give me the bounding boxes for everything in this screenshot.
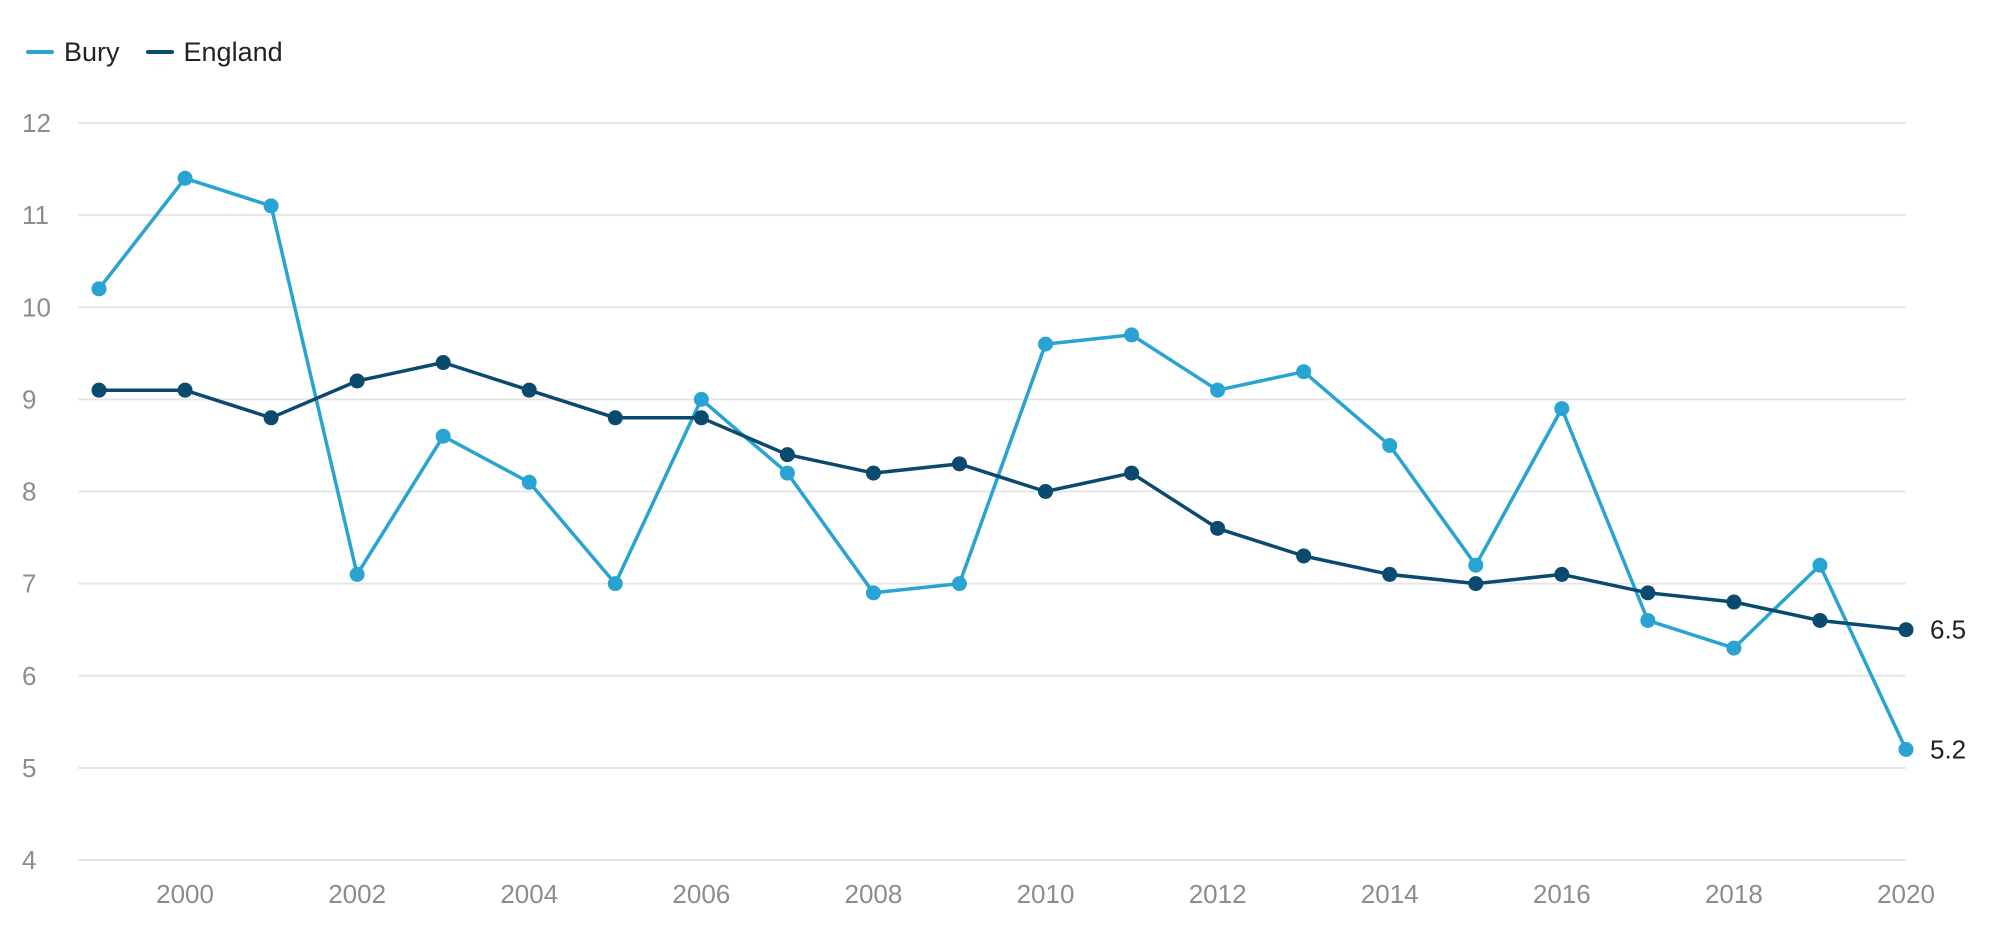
data-point-england[interactable] — [865, 465, 881, 481]
x-tick-label: 2006 — [672, 879, 730, 909]
data-point-england[interactable] — [1554, 566, 1570, 582]
y-axis: 4 5 6 7 8 9 10 11 12 — [22, 108, 51, 875]
data-point-bury[interactable] — [951, 576, 967, 592]
data-point-england[interactable] — [607, 410, 623, 426]
y-tick-label: 5 — [22, 753, 36, 783]
legend-swatch-bury — [26, 50, 54, 54]
data-point-bury[interactable] — [521, 474, 537, 490]
data-point-bury[interactable] — [1382, 437, 1398, 453]
data-point-bury[interactable] — [865, 585, 881, 601]
x-tick-label: 2018 — [1705, 879, 1763, 909]
data-point-bury[interactable] — [1898, 741, 1914, 757]
series-england — [91, 355, 1914, 638]
x-tick-label: 2008 — [845, 879, 903, 909]
data-point-england[interactable] — [349, 373, 365, 389]
end-label-bury: 5.2 — [1930, 734, 1966, 764]
series-line-england — [97, 360, 1908, 632]
data-point-bury[interactable] — [607, 576, 623, 592]
data-point-england[interactable] — [521, 382, 537, 398]
legend-label-england: England — [183, 36, 283, 67]
data-point-england[interactable] — [1038, 484, 1054, 499]
data-point-bury[interactable] — [91, 281, 107, 297]
y-tick-label: 8 — [22, 477, 36, 507]
data-point-bury[interactable] — [779, 465, 795, 481]
data-point-england[interactable] — [1124, 465, 1140, 481]
x-tick-label: 2020 — [1877, 879, 1935, 909]
data-point-england[interactable] — [1726, 594, 1742, 610]
x-tick-label: 2016 — [1533, 879, 1591, 909]
series-bury — [91, 170, 1914, 757]
data-point-bury[interactable] — [1640, 612, 1656, 628]
data-point-bury[interactable] — [435, 428, 451, 444]
data-point-england[interactable] — [263, 410, 279, 426]
data-point-england[interactable] — [177, 382, 193, 398]
x-tick-label: 2010 — [1017, 879, 1075, 909]
y-tick-label: 4 — [22, 845, 36, 875]
data-point-bury[interactable] — [1038, 336, 1054, 352]
data-point-england[interactable] — [1468, 576, 1484, 592]
data-point-bury[interactable] — [1468, 557, 1484, 573]
data-point-bury[interactable] — [1210, 382, 1226, 398]
legend-item-bury[interactable]: Bury — [26, 37, 120, 68]
data-point-bury[interactable] — [1554, 401, 1570, 417]
data-point-england[interactable] — [1640, 585, 1656, 601]
legend-item-england[interactable]: England — [145, 36, 283, 68]
legend-swatch-england — [145, 50, 174, 54]
legend-label-bury: Bury — [64, 36, 120, 67]
data-point-england[interactable] — [1382, 566, 1398, 582]
data-point-england[interactable] — [435, 355, 451, 371]
data-point-england[interactable] — [779, 447, 795, 463]
x-tick-label: 2014 — [1361, 879, 1419, 909]
y-tick-label: 11 — [22, 200, 49, 230]
x-tick-label: 2000 — [156, 879, 214, 909]
data-point-bury[interactable] — [177, 170, 193, 186]
data-point-england[interactable] — [91, 382, 107, 398]
x-tick-label: 2012 — [1189, 879, 1247, 909]
data-point-bury[interactable] — [1124, 327, 1140, 343]
chart-legend: Bury England — [26, 34, 283, 70]
y-tick-label: 6 — [22, 661, 36, 691]
data-point-bury[interactable] — [1812, 557, 1828, 573]
series-line-bury — [97, 176, 1908, 752]
x-tick-label: 2002 — [328, 879, 386, 909]
data-point-england[interactable] — [1812, 612, 1828, 628]
data-point-bury[interactable] — [263, 198, 279, 214]
series-group — [91, 170, 1914, 757]
data-point-england[interactable] — [951, 456, 967, 472]
y-tick-label: 7 — [22, 569, 36, 599]
y-tick-label: 12 — [22, 108, 51, 138]
data-point-bury[interactable] — [349, 566, 365, 582]
data-point-bury[interactable] — [1296, 364, 1312, 380]
end-labels: 5.2 6.5 — [1930, 615, 1966, 765]
data-point-england[interactable] — [1898, 622, 1914, 638]
data-point-england[interactable] — [1210, 520, 1226, 536]
y-tick-label: 10 — [22, 292, 51, 322]
data-point-bury[interactable] — [693, 391, 709, 407]
data-point-england[interactable] — [1296, 548, 1312, 564]
x-axis: 2000 2002 2004 2006 2008 2010 2012 2014 2016 2018… — [156, 879, 1935, 909]
x-tick-label: 2004 — [500, 879, 558, 909]
data-point-bury[interactable] — [1726, 640, 1742, 656]
data-point-england[interactable] — [693, 410, 709, 426]
end-label-england: 6.5 — [1930, 615, 1966, 645]
y-tick-label: 9 — [22, 384, 36, 414]
